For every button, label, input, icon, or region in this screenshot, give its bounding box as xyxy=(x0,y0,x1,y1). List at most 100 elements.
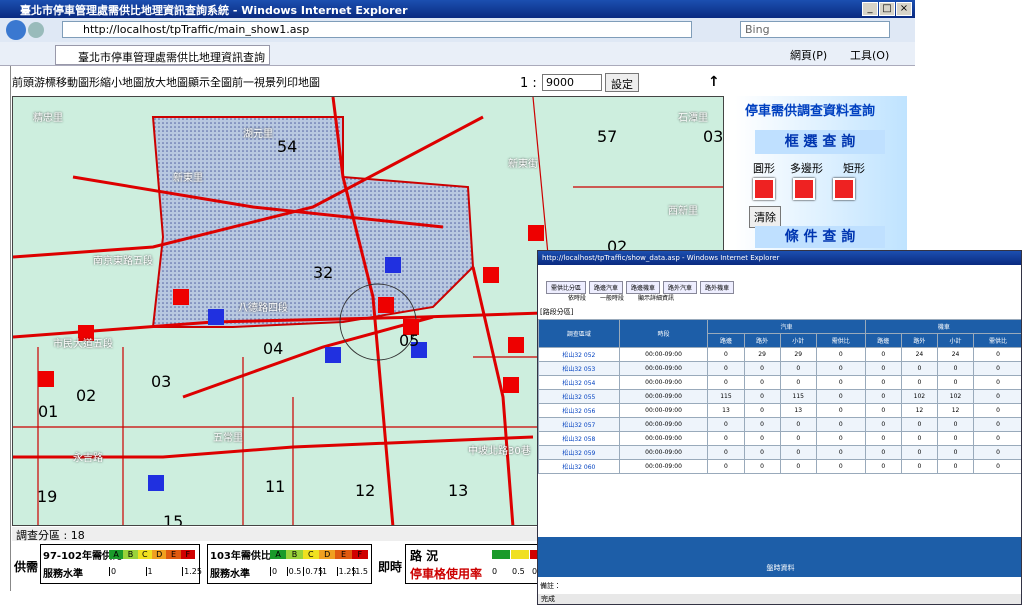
body: 臺北市停車管理處需供比地理資訊查詢系統 - Windows Internet E… xyxy=(0,0,1022,605)
table-cell: 0 xyxy=(974,432,1022,446)
grade-cell: E xyxy=(335,550,351,559)
table-cell: 102 xyxy=(901,390,937,404)
table-cell: 0 xyxy=(974,460,1022,474)
grade-cell: F xyxy=(181,550,195,559)
forward-button[interactable] xyxy=(28,22,44,38)
popup-footer: 盤時資料 xyxy=(538,537,1022,577)
polygon-tool[interactable] xyxy=(793,178,815,200)
table-cell[interactable]: 松山32 059 xyxy=(539,446,620,460)
tool-button[interactable]: 放大地圖 xyxy=(144,76,188,89)
table-cell: 0 xyxy=(974,446,1022,460)
legend-level: 服務水準 xyxy=(210,565,250,580)
zone-label: 32 xyxy=(313,263,333,282)
table-cell: 00:00-09:00 xyxy=(619,418,708,432)
table-row: 松山32 05700:00-09:0000000000 xyxy=(539,418,1022,432)
table-cell[interactable]: 松山32 055 xyxy=(539,390,620,404)
grade-cell: D xyxy=(152,550,166,559)
table-cell: 12 xyxy=(901,404,937,418)
column-header: 路邊 xyxy=(708,334,744,348)
table-cell: 0 xyxy=(865,390,901,404)
table-cell: 00:00-09:00 xyxy=(619,404,708,418)
close[interactable]: × xyxy=(896,2,912,16)
menu-tools[interactable]: 工具(O) xyxy=(850,47,889,63)
grade-tick: 1 xyxy=(146,567,153,576)
scale-input[interactable]: 9000 xyxy=(542,74,602,91)
column-header: 小計 xyxy=(937,334,973,348)
column-header: 時段 xyxy=(619,320,708,348)
table-cell: 0 xyxy=(744,362,780,376)
search-box[interactable]: Bing xyxy=(740,21,890,38)
table-cell: 29 xyxy=(780,348,816,362)
table-cell[interactable]: 松山32 060 xyxy=(539,460,620,474)
popup-tab[interactable]: 路外機車 xyxy=(700,281,734,294)
table-cell: 0 xyxy=(744,376,780,390)
tab-row: 臺北市停車管理處需供比地理資訊查詢系統 網頁(P) 工具(O) xyxy=(0,42,915,66)
popup-option[interactable]: 顯示詳細資訊 xyxy=(638,295,674,302)
table-cell[interactable]: 松山32 056 xyxy=(539,404,620,418)
condition-query[interactable]: 條 件 查 詢 xyxy=(755,226,885,248)
table-cell: 0 xyxy=(780,446,816,460)
usage-cell xyxy=(492,550,510,559)
clear-button[interactable]: 清除 xyxy=(749,206,781,228)
table-cell: 0 xyxy=(865,432,901,446)
table-cell: 0 xyxy=(816,390,865,404)
place-label: 湖元里 xyxy=(243,125,273,140)
set-button[interactable]: 設定 xyxy=(605,73,639,92)
tab[interactable]: 臺北市停車管理處需供比地理資訊查詢系統 xyxy=(55,45,270,65)
popup-option[interactable]: 一般時段 xyxy=(600,295,624,302)
tool-button[interactable]: 列印地圖 xyxy=(276,76,320,89)
grade-cell: F xyxy=(352,550,368,559)
legend-subtitle: 停車格使用率 xyxy=(410,565,482,582)
menu-page[interactable]: 網頁(P) xyxy=(790,47,827,63)
zone-label: 54 xyxy=(277,137,297,156)
table-cell: 00:00-09:00 xyxy=(619,390,708,404)
table-cell: 102 xyxy=(937,390,973,404)
table-cell[interactable]: 松山32 052 xyxy=(539,348,620,362)
table-cell: 0 xyxy=(937,446,973,460)
zone-label: 13 xyxy=(448,481,468,500)
tool-button[interactable]: 前頭游標 xyxy=(12,76,56,89)
box-query[interactable]: 框 選 查 詢 xyxy=(755,130,885,154)
table-cell: 0 xyxy=(865,460,901,474)
back-button[interactable] xyxy=(6,20,26,40)
north-arrow: ↑ xyxy=(708,74,720,90)
table-cell: 0 xyxy=(937,432,973,446)
table-row: 松山32 05600:00-09:00130130012120 xyxy=(539,404,1022,418)
table-cell: 0 xyxy=(937,376,973,390)
address-bar[interactable]: http://localhost/tpTraffic/main_show1.as… xyxy=(62,21,692,38)
maximize[interactable]: □ xyxy=(879,2,895,16)
popup-section: [路段分區] xyxy=(540,307,573,317)
group-header: 機車 xyxy=(865,320,1022,334)
table-cell[interactable]: 松山32 058 xyxy=(539,432,620,446)
table-cell: 0 xyxy=(780,432,816,446)
table-cell: 115 xyxy=(708,390,744,404)
tool-button[interactable]: 移動圖形 xyxy=(56,76,100,89)
table-cell: 0 xyxy=(974,362,1022,376)
table-cell: 0 xyxy=(937,418,973,432)
table-cell: 0 xyxy=(865,418,901,432)
zone-label: 05 xyxy=(399,331,419,350)
tool-button[interactable]: 顯示全圖 xyxy=(188,76,232,89)
table-cell: 0 xyxy=(901,362,937,376)
table-cell: 0 xyxy=(780,418,816,432)
rect-tool[interactable] xyxy=(833,178,855,200)
table-row: 松山32 05200:00-09:00029290024240 xyxy=(539,348,1022,362)
popup-window: http://localhost/tpTraffic/show_data.asp… xyxy=(537,250,1022,605)
table-cell[interactable]: 松山32 054 xyxy=(539,376,620,390)
tool-button[interactable]: 前一視景 xyxy=(232,76,276,89)
table-cell[interactable]: 松山32 057 xyxy=(539,418,620,432)
group-header: 汽車 xyxy=(708,320,865,334)
grade-cell: B xyxy=(123,550,137,559)
popup-option[interactable]: 依時段 xyxy=(568,295,586,302)
circle-tool[interactable] xyxy=(753,178,775,200)
table-cell[interactable]: 松山32 053 xyxy=(539,362,620,376)
table-cell: 0 xyxy=(816,418,865,432)
table-cell: 0 xyxy=(744,390,780,404)
tool-button[interactable]: 縮小地圖 xyxy=(100,76,144,89)
minimize[interactable]: _ xyxy=(862,2,878,16)
legend-title: 路 況 xyxy=(410,547,438,564)
place-label: 永吉路 xyxy=(73,449,103,464)
